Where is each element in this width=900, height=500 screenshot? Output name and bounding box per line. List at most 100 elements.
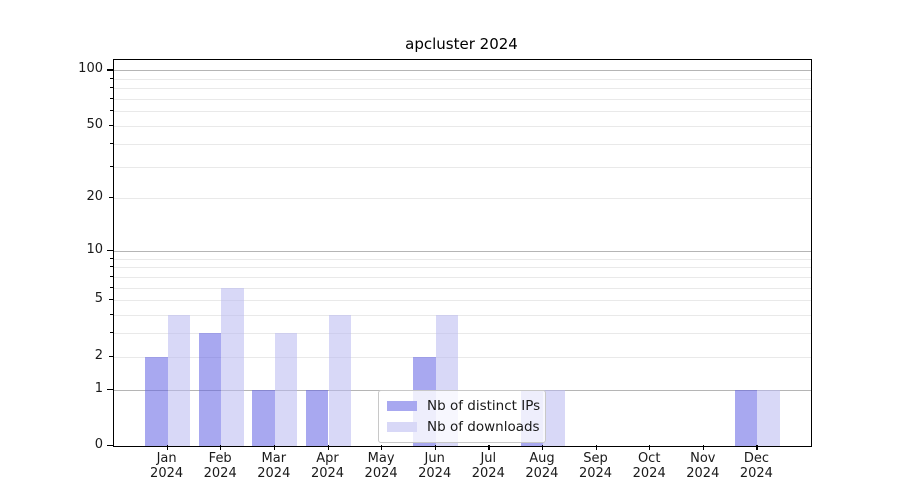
x-tick-jul [488, 445, 490, 450]
x-tick-aug [541, 445, 544, 450]
y-tick-label-50: 50 [86, 116, 103, 132]
gridline-minor-30 [114, 166, 811, 168]
y-tick-1 [107, 388, 113, 390]
x-tick-label-sep: Sep 2024 [566, 451, 626, 481]
y-minortick-70 [110, 98, 113, 99]
gridline-minor-50 [114, 125, 811, 127]
legend-item-ips: Nb of distinct IPs [387, 398, 541, 414]
x-tick-jan [166, 445, 168, 450]
y-minortick-90 [110, 77, 113, 79]
legend-label-ips: Nb of distinct IPs [427, 398, 541, 414]
x-label-month: Mar [261, 451, 287, 466]
y-tick-0 [107, 445, 113, 447]
x-label-month: Aug [529, 451, 555, 466]
x-label-year: 2024 [471, 466, 505, 481]
y-minortick-7 [110, 275, 113, 277]
gridline-minor-4 [114, 315, 811, 316]
gridline-minor-3 [114, 333, 811, 335]
bar-ips-dec [735, 389, 758, 446]
y-minortick-40 [110, 142, 113, 144]
bar-downloads-feb [221, 287, 244, 446]
y-minortick-30 [110, 165, 113, 167]
y-tick-label-100: 100 [78, 61, 103, 77]
y-minortick-3 [110, 332, 113, 334]
plot-area [113, 59, 812, 447]
y-tick-label-10: 10 [86, 241, 103, 257]
bar-ips-mar [252, 389, 275, 446]
y-minortick-4 [110, 314, 113, 315]
bar-downloads-dec [757, 389, 780, 446]
x-label-month: Jan [156, 451, 177, 466]
x-tick-label-mar: Mar 2024 [244, 451, 304, 481]
y-tick-20 [109, 197, 113, 199]
y-tick-100 [107, 69, 113, 71]
x-label-year: 2024 [686, 466, 720, 481]
y-tick-label-0: 0 [94, 437, 103, 452]
gridline-major-100 [114, 70, 811, 72]
legend-label-downloads: Nb of downloads [427, 419, 540, 435]
legend-swatch-ips [387, 401, 417, 411]
gridline-minor-80 [114, 88, 811, 90]
x-label-year: 2024 [257, 466, 291, 481]
x-label-year: 2024 [203, 466, 237, 481]
x-tick-sep [595, 445, 597, 450]
gridline-minor-8 [114, 267, 811, 269]
y-tick-label-20: 20 [86, 189, 103, 205]
x-label-month: May [367, 451, 395, 466]
x-tick-dec [756, 445, 758, 450]
y-minortick-8 [110, 266, 113, 268]
x-label-year: 2024 [310, 466, 345, 481]
x-label-month: Jun [424, 451, 445, 466]
chart-title: apcluster 2024 [405, 35, 518, 53]
gridline-minor-60 [114, 111, 811, 113]
x-tick-mar [273, 445, 276, 450]
x-label-month: Dec [743, 451, 769, 466]
x-label-month: Nov [690, 451, 716, 466]
x-label-year: 2024 [525, 466, 559, 481]
y-tick-label-5: 5 [94, 291, 103, 307]
bar-downloads-apr [328, 315, 351, 446]
bar-ips-feb [198, 333, 222, 446]
x-label-month: Oct [637, 451, 661, 466]
y-tick-5 [109, 299, 113, 301]
y-tick-label-1: 1 [94, 380, 103, 396]
gridline-minor-20 [114, 198, 811, 200]
x-tick-feb [220, 445, 222, 450]
legend-swatch-downloads [387, 422, 417, 432]
x-tick-label-oct: Oct 2024 [619, 451, 679, 481]
bar-downloads-jan [167, 315, 190, 446]
x-label-month: Sep [583, 451, 608, 466]
x-tick-label-may: May 2024 [351, 451, 411, 481]
gridline-minor-90 [114, 78, 811, 80]
y-tick-label-2: 2 [94, 347, 103, 363]
gridline-minor-70 [114, 99, 811, 100]
x-tick-label-feb: Feb 2024 [190, 451, 250, 481]
gridline-minor-2 [114, 356, 811, 358]
legend: Nb of distinct IPs Nb of downloads [378, 390, 546, 443]
bar-ips-jan [145, 356, 168, 446]
gridline-minor-5 [114, 300, 811, 302]
y-minortick-80 [110, 87, 113, 89]
x-tick-label-jun: Jun 2024 [405, 451, 465, 481]
x-tick-apr [327, 445, 329, 450]
x-label-year: 2024 [150, 466, 184, 481]
bar-downloads-mar [274, 333, 298, 446]
legend-item-downloads: Nb of downloads [387, 419, 540, 435]
y-tick-10 [107, 249, 113, 252]
x-label-month: Jul [480, 451, 497, 466]
x-tick-oct [649, 445, 651, 450]
x-label-year: 2024 [632, 466, 666, 481]
gridline-minor-7 [114, 276, 811, 278]
x-tick-label-aug: Aug 2024 [512, 451, 572, 481]
x-label-year: 2024 [418, 466, 452, 481]
x-tick-label-nov: Nov 2024 [673, 451, 733, 481]
x-label-month: Apr [316, 451, 339, 466]
y-minortick-9 [110, 257, 113, 259]
x-tick-may [381, 445, 383, 450]
x-tick-label-dec: Dec 2024 [726, 451, 786, 481]
x-tick-nov [702, 445, 705, 450]
gridline-minor-40 [114, 143, 811, 145]
x-label-year: 2024 [739, 466, 773, 481]
x-tick-label-apr: Apr 2024 [298, 451, 358, 481]
